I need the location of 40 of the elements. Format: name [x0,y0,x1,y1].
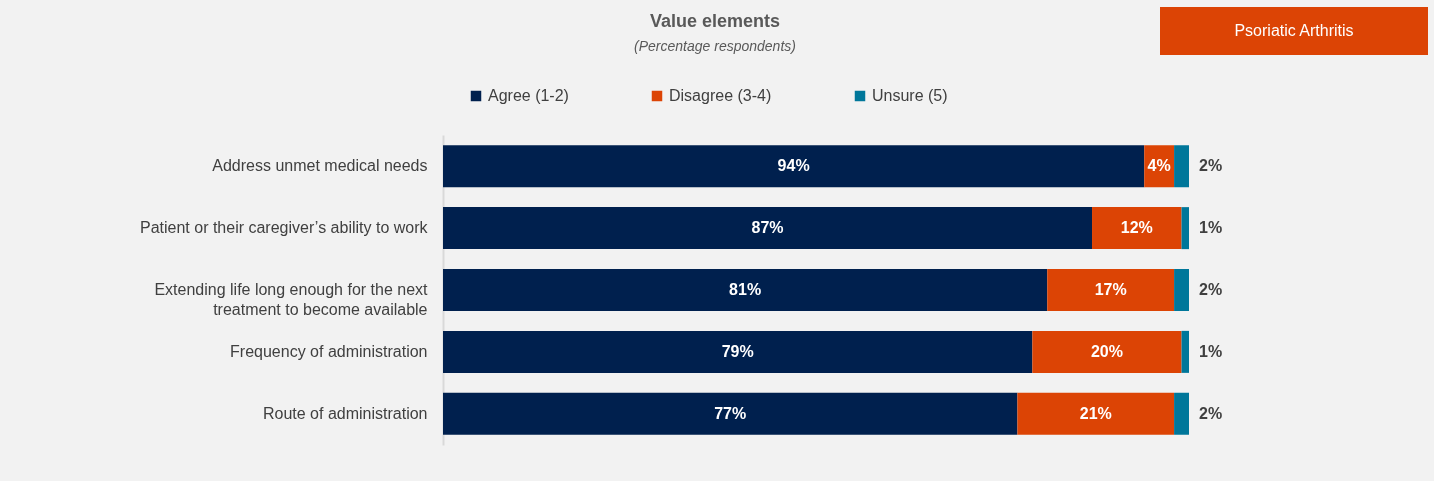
bar [443,269,1048,311]
data-label: 77% [714,404,747,422]
data-label: 79% [721,342,754,360]
data-label: 1% [1199,342,1223,360]
data-label: 2% [1199,404,1223,422]
bar [1174,392,1189,435]
data-label: 81% [729,281,762,298]
y-tick-label: Frequency of administration [230,342,428,360]
data-label: 94% [777,157,810,175]
legend-label: Unsure (5) [872,87,948,104]
data-label: 2% [1199,281,1223,298]
bar [1092,207,1182,250]
text: Psoriatic Arthritis [1234,22,1354,39]
bar [1174,145,1189,188]
bar [1017,392,1175,435]
legend-label: Disagree (3-4) [669,87,772,104]
bar [1032,330,1182,373]
bar [443,330,1033,373]
y-tick-label: Patient or their caregiver’s ability to work [139,219,429,237]
data-label: 17% [1094,281,1127,298]
y-tick-label: Route of administration [262,404,428,422]
bar [443,207,1093,250]
bar [1174,269,1189,311]
data-label: 1% [1199,219,1223,237]
data-label: 2% [1199,157,1223,175]
data-label: 20% [1090,342,1123,360]
chart-title: Value elements [649,11,781,31]
data-label: 87% [751,219,784,237]
chart-subtitle: (Percentage respondents) [634,38,796,54]
bar [1181,330,1189,373]
data-label: 12% [1120,219,1153,237]
bar [1181,207,1189,250]
data-label: 4% [1147,157,1171,175]
data-label: 21% [1079,404,1112,422]
bar [1047,269,1175,311]
y-tick-label: Extending life long enough for the next treatment to become available [154,281,429,318]
legend-label: Agree (1-2) [488,87,569,104]
bar [443,392,1018,435]
y-tick-label: Address unmet medical needs [212,157,428,175]
bar [443,145,1145,188]
